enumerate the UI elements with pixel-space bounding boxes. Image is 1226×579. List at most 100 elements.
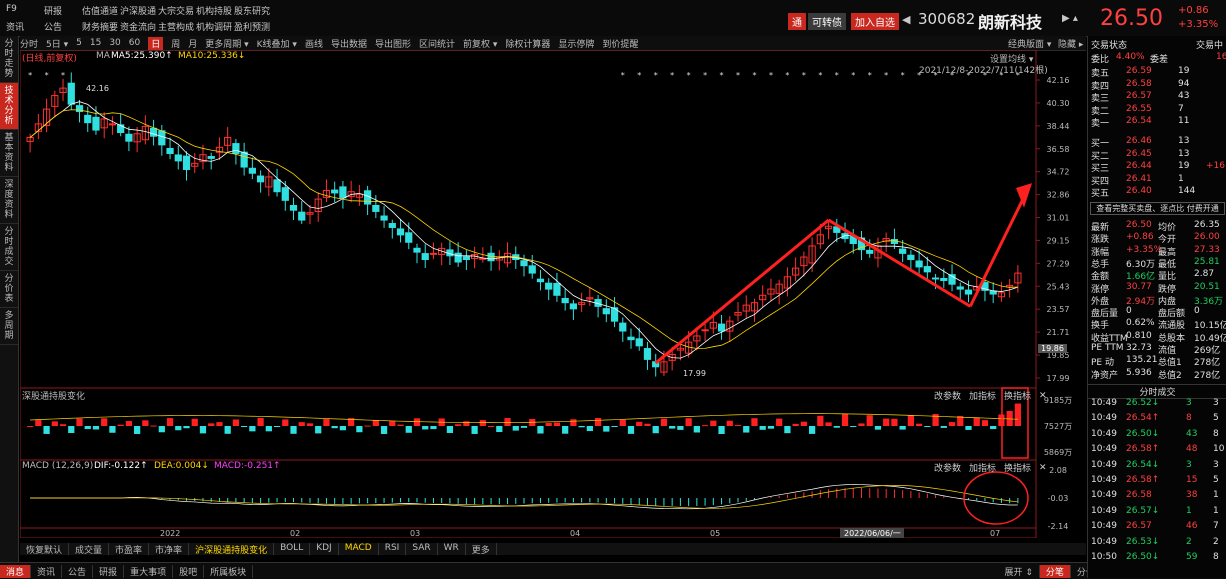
hide-button[interactable]: 隐藏 ▸	[1058, 40, 1084, 50]
indicator-tab[interactable]: MACD	[339, 543, 379, 555]
indicator-tab[interactable]: SAR	[406, 543, 438, 555]
left-tab[interactable]: 技术分析	[0, 83, 18, 130]
quote-cell: 26.46	[1126, 136, 1152, 146]
left-tab[interactable]: 深度资料	[0, 177, 18, 224]
toolbar-item[interactable]: 分时	[20, 39, 39, 50]
indicator-tab[interactable]: 市盈率	[109, 543, 150, 556]
convertible-bond-button[interactable]: 可转债	[808, 13, 846, 30]
indicator-tab[interactable]: KDJ	[310, 543, 339, 555]
trend-arrow-down	[827, 218, 972, 308]
indicator-tab[interactable]: 市净率	[149, 543, 190, 556]
cursor-date: 2022/06/06/一	[844, 529, 901, 538]
toolbar-item[interactable]: 画线	[304, 39, 323, 50]
event-marker: *	[818, 71, 822, 80]
left-tab[interactable]: 基本资料	[0, 130, 18, 177]
toolbar-item[interactable]: 到价提醒	[602, 39, 639, 50]
top-menu-item[interactable]: 研报	[44, 7, 63, 17]
top-menu-item[interactable]: 沪深股通	[120, 7, 157, 17]
toolbar-item[interactable]: 导出数据	[330, 39, 367, 50]
top-menu-item[interactable]: 盈利预测	[234, 23, 271, 33]
indicator-tab[interactable]: RSI	[379, 543, 407, 555]
vol-bar	[364, 425, 371, 427]
top-menu-item[interactable]: 财务摘要	[82, 23, 119, 33]
indicator-tab[interactable]: 成交量	[69, 543, 110, 556]
toolbar-item[interactable]: 15	[89, 38, 102, 48]
bottom-tab[interactable]: 股吧	[173, 564, 205, 578]
top-menu-item[interactable]: 估值通道	[82, 7, 119, 17]
top-menu-item[interactable]: 资金流向	[120, 23, 157, 33]
candle-body	[438, 247, 446, 255]
bottom-tab[interactable]: 研报	[93, 564, 125, 578]
top-menu-item[interactable]: 大宗交易	[158, 7, 195, 17]
vol-bar	[743, 426, 750, 433]
toolbar-item[interactable]: 60	[128, 38, 141, 48]
prev-stock-icon[interactable]: ◀	[902, 13, 911, 26]
candle-body	[256, 175, 265, 183]
toolbar-item[interactable]: 更多周期 ▾	[205, 39, 249, 50]
top-menu-item[interactable]: 机构调研	[196, 23, 233, 33]
candle-body	[199, 154, 207, 163]
panel-button[interactable]: 换指标	[1004, 464, 1032, 474]
bottom-tab[interactable]: 公告	[62, 564, 94, 578]
panel-button[interactable]: 加指标	[969, 392, 997, 402]
cursor-date-bg	[840, 528, 904, 538]
kline-chart[interactable]: 42.16 40.30 38.44 36.58 34.72 32.86 31.01 29.15…	[20, 50, 1086, 538]
indicator-tab[interactable]: 更多	[466, 543, 497, 556]
vol-bar	[290, 426, 297, 434]
quote-cell: 1	[1186, 505, 1192, 516]
next-stock-icon[interactable]: ▶ ▴	[1062, 13, 1078, 24]
event-marker: *	[966, 71, 970, 80]
close-icon[interactable]: ✕	[1039, 462, 1047, 473]
indicator-tab[interactable]: 沪深股通持股变化	[189, 543, 275, 556]
macd-title: MACD (12,26,9)	[22, 461, 94, 471]
left-tab[interactable]: 分时走势	[0, 36, 18, 83]
indicator-tab[interactable]: BOLL	[274, 543, 311, 555]
close-icon[interactable]: ✕	[1039, 390, 1047, 401]
toolbar-item[interactable]: 显示停牌	[558, 39, 595, 50]
toolbar-item[interactable]: 前复权 ▾	[463, 39, 498, 50]
indicator-tab[interactable]: 恢复默认	[20, 543, 70, 556]
quote-row: 10:49 26.54↑ 8 5	[1088, 413, 1226, 425]
top-menu-item[interactable]: 股东研究	[234, 7, 271, 17]
toolbar-item[interactable]: 除权计算器	[505, 39, 551, 50]
top-menu-item[interactable]: F9	[6, 4, 17, 14]
left-tab[interactable]: 分价表	[0, 271, 18, 308]
top-menu-item[interactable]: 资讯	[6, 23, 25, 33]
trend-arrow-up	[654, 218, 830, 365]
toolbar-item[interactable]: 5	[76, 38, 82, 48]
vol-bar	[833, 426, 840, 428]
x-axis-label: 02	[290, 529, 300, 538]
panel-button[interactable]: 改参数	[934, 464, 962, 474]
bottom-tab[interactable]: 所属板块	[204, 564, 254, 578]
ma-settings-button[interactable]: 设置均线 ▾	[990, 55, 1034, 65]
bottom-tab[interactable]: 资讯	[31, 564, 63, 578]
toolbar-item[interactable]: 周	[171, 39, 181, 50]
toolbar-item[interactable]: 导出图形	[374, 39, 411, 50]
paid-promo-button[interactable]: 查看完整买卖盘、逐点比 付费开通	[1090, 202, 1225, 215]
toolbar-item[interactable]: K线叠加 ▾	[256, 39, 297, 50]
bottom-tab[interactable]: 消息	[0, 564, 32, 578]
tong-tag[interactable]: 通	[788, 13, 806, 30]
toolbar-item[interactable]: 30	[109, 38, 121, 48]
toolbar-item[interactable]: 区间统计	[418, 39, 455, 50]
panel-button[interactable]: 加指标	[969, 464, 997, 474]
left-tab[interactable]: 分时成交	[0, 224, 18, 271]
classic-layout-button[interactable]: 经典版面 ▾	[1008, 40, 1052, 50]
bottom-tab[interactable]: 重大事项	[124, 564, 174, 578]
top-menu-item[interactable]: 主营构成	[158, 23, 195, 33]
indicator-tab[interactable]: WR	[438, 543, 466, 555]
add-watchlist-button[interactable]: 加入自选	[851, 13, 899, 30]
vol-bar	[463, 421, 470, 426]
vol-bar	[372, 420, 379, 426]
panel-button[interactable]: 改参数	[934, 392, 962, 402]
left-tab[interactable]: 多周期	[0, 308, 18, 345]
candle-body	[668, 353, 676, 361]
top-menu-item[interactable]: 机构持股	[196, 7, 233, 17]
toolbar-item[interactable]: 日	[148, 36, 164, 50]
bottom-right-tab[interactable]: 分笔	[1039, 564, 1071, 578]
top-menu-item[interactable]: 公告	[44, 23, 63, 33]
panel-button[interactable]: 换指标	[1004, 392, 1032, 402]
toolbar-item[interactable]: 月	[188, 39, 198, 50]
bottom-right-tab[interactable]: 展开 ⇕	[999, 564, 1040, 578]
toolbar-item[interactable]: 5日 ▾	[46, 39, 69, 50]
